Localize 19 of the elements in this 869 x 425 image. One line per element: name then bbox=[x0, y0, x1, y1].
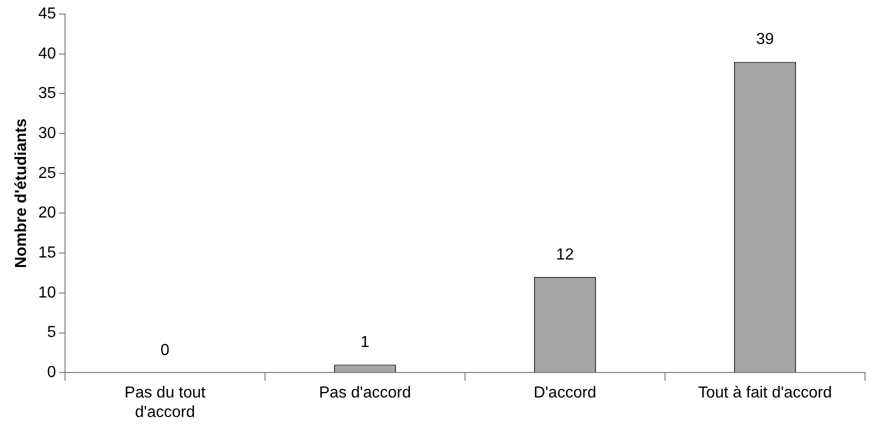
y-tick-label: 40 bbox=[38, 45, 56, 62]
y-tick-label: 15 bbox=[38, 244, 56, 262]
data-label: 12 bbox=[556, 246, 574, 264]
y-tick-label: 20 bbox=[38, 204, 56, 222]
data-label: 39 bbox=[756, 31, 774, 48]
y-tick-label: 0 bbox=[47, 364, 56, 382]
y-tick-label: 35 bbox=[38, 85, 56, 102]
y-tick-label: 45 bbox=[38, 5, 56, 22]
y-axis-title: Nombre d'étudiants bbox=[13, 118, 30, 268]
x-tick-label: D'accord bbox=[534, 384, 596, 402]
y-tick-label: 5 bbox=[47, 324, 56, 342]
y-tick-label: 25 bbox=[38, 164, 56, 182]
x-tick-label: Pas d'accord bbox=[319, 384, 411, 402]
y-tick-label: 10 bbox=[38, 284, 56, 302]
y-tick-label: 30 bbox=[38, 124, 56, 142]
data-label: 1 bbox=[360, 334, 370, 352]
x-tick-label: Pas du tout d'accord bbox=[124, 384, 206, 421]
x-tick-label: Tout à fait d'accord bbox=[698, 384, 832, 402]
data-label: 0 bbox=[160, 342, 170, 360]
